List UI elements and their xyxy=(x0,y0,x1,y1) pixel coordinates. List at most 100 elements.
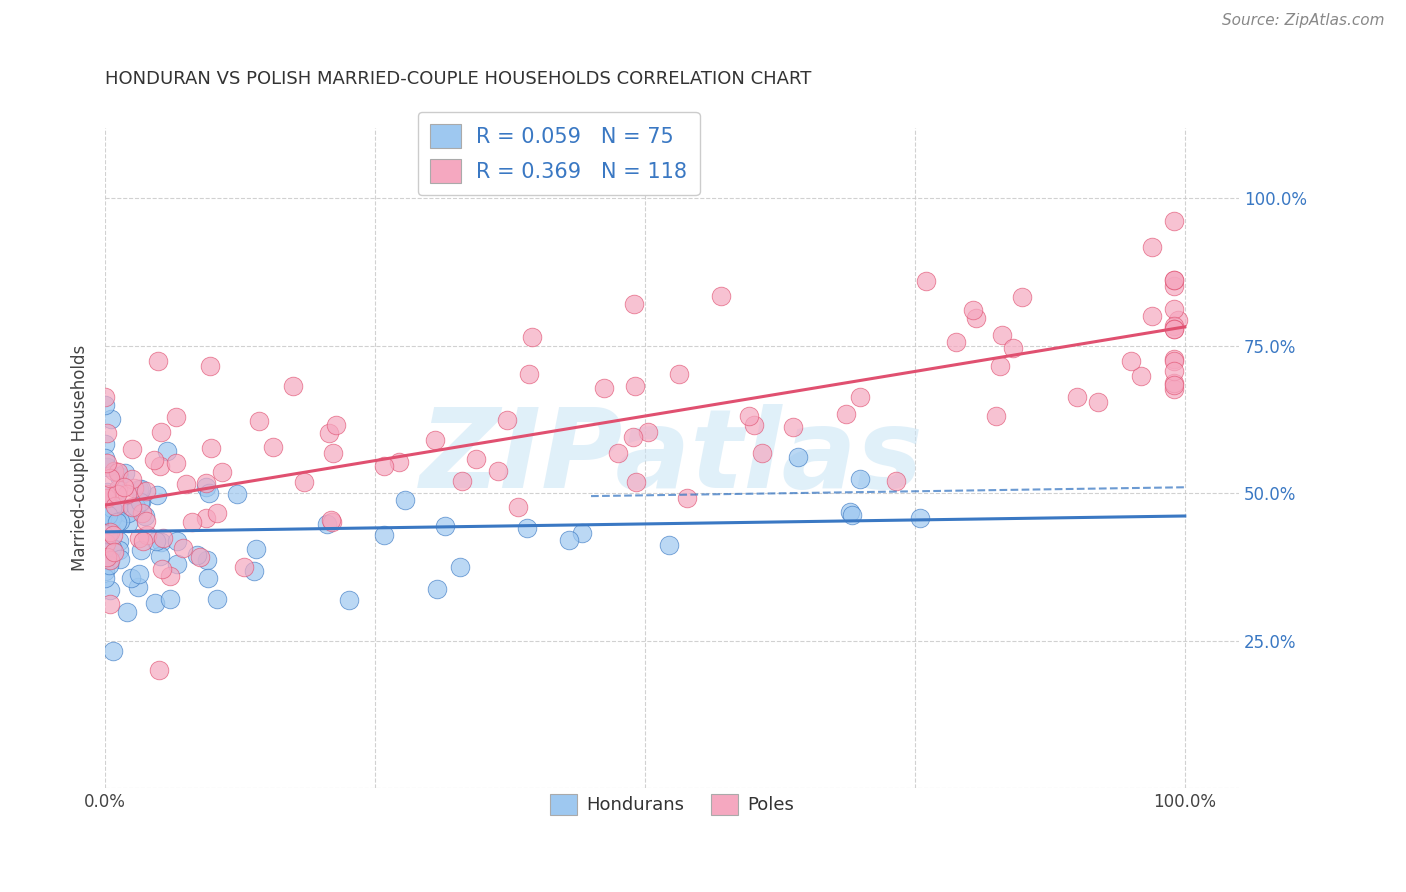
Point xyxy=(166,557,188,571)
Point xyxy=(105,506,128,520)
Point xyxy=(984,409,1007,424)
Text: HONDURAN VS POLISH MARRIED-COUPLE HOUSEHOLDS CORRELATION CHART: HONDURAN VS POLISH MARRIED-COUPLE HOUSEH… xyxy=(105,70,811,88)
Point xyxy=(1163,273,1185,287)
Point xyxy=(129,495,152,509)
Point xyxy=(117,506,139,520)
Point xyxy=(738,409,761,423)
Point xyxy=(105,487,128,501)
Point xyxy=(180,516,202,530)
Point xyxy=(1167,313,1189,327)
Point xyxy=(135,483,157,498)
Point xyxy=(143,596,166,610)
Point xyxy=(121,442,143,457)
Point xyxy=(128,531,150,545)
Point xyxy=(450,474,472,488)
Point xyxy=(125,500,148,514)
Point xyxy=(94,571,117,585)
Point xyxy=(915,274,938,288)
Point xyxy=(129,495,152,509)
Point xyxy=(94,487,117,501)
Point xyxy=(108,500,131,514)
Point xyxy=(94,565,117,579)
Point xyxy=(744,418,766,433)
Point xyxy=(128,482,150,496)
Point xyxy=(143,452,166,467)
Point xyxy=(243,564,266,578)
Point xyxy=(101,510,124,524)
Point xyxy=(1163,214,1185,228)
Point xyxy=(782,420,804,434)
Point xyxy=(96,425,118,440)
Point xyxy=(101,501,124,516)
Point xyxy=(107,482,129,496)
Point xyxy=(849,472,872,486)
Point xyxy=(226,487,249,501)
Point xyxy=(1163,278,1185,293)
Point xyxy=(962,302,984,317)
Point xyxy=(104,500,127,514)
Point xyxy=(325,418,347,433)
Point xyxy=(149,425,172,439)
Point xyxy=(136,527,159,541)
Point xyxy=(197,571,219,585)
Point xyxy=(198,486,221,500)
Point xyxy=(1163,364,1185,378)
Point xyxy=(100,541,122,555)
Point xyxy=(211,465,233,479)
Point xyxy=(121,500,143,514)
Point xyxy=(496,413,519,427)
Point xyxy=(129,482,152,496)
Point xyxy=(94,437,117,451)
Point xyxy=(571,526,593,541)
Point xyxy=(1140,310,1163,324)
Point xyxy=(108,469,131,483)
Point xyxy=(159,569,181,583)
Point xyxy=(965,310,987,325)
Point xyxy=(1163,351,1185,366)
Point xyxy=(194,480,217,494)
Point xyxy=(449,560,471,574)
Point xyxy=(166,534,188,549)
Point xyxy=(486,464,509,478)
Point xyxy=(194,475,217,490)
Point xyxy=(96,491,118,505)
Point xyxy=(145,534,167,549)
Point xyxy=(373,528,395,542)
Point xyxy=(1129,368,1152,383)
Point xyxy=(316,517,339,532)
Point xyxy=(1163,377,1185,392)
Point xyxy=(1163,318,1185,333)
Point xyxy=(787,450,810,465)
Point xyxy=(96,457,118,471)
Point xyxy=(186,548,208,562)
Text: Source: ZipAtlas.com: Source: ZipAtlas.com xyxy=(1222,13,1385,29)
Point xyxy=(107,465,129,479)
Point xyxy=(100,411,122,425)
Point xyxy=(1163,322,1185,336)
Point xyxy=(321,514,343,528)
Point xyxy=(991,327,1014,342)
Y-axis label: Married-couple Households: Married-couple Households xyxy=(72,344,89,571)
Point xyxy=(98,597,121,611)
Point xyxy=(97,508,120,523)
Point xyxy=(98,582,121,597)
Point xyxy=(112,480,135,494)
Point xyxy=(624,379,647,393)
Point xyxy=(516,520,538,534)
Point xyxy=(135,514,157,528)
Point xyxy=(207,591,229,606)
Point xyxy=(423,433,446,447)
Point xyxy=(292,475,315,489)
Point xyxy=(105,515,128,529)
Point xyxy=(1163,354,1185,368)
Point xyxy=(156,443,179,458)
Point xyxy=(114,466,136,480)
Point xyxy=(520,330,543,344)
Point xyxy=(908,511,931,525)
Point xyxy=(172,541,194,556)
Point xyxy=(621,429,644,443)
Point xyxy=(426,582,449,596)
Point xyxy=(122,481,145,495)
Point xyxy=(988,359,1011,373)
Point xyxy=(321,515,343,529)
